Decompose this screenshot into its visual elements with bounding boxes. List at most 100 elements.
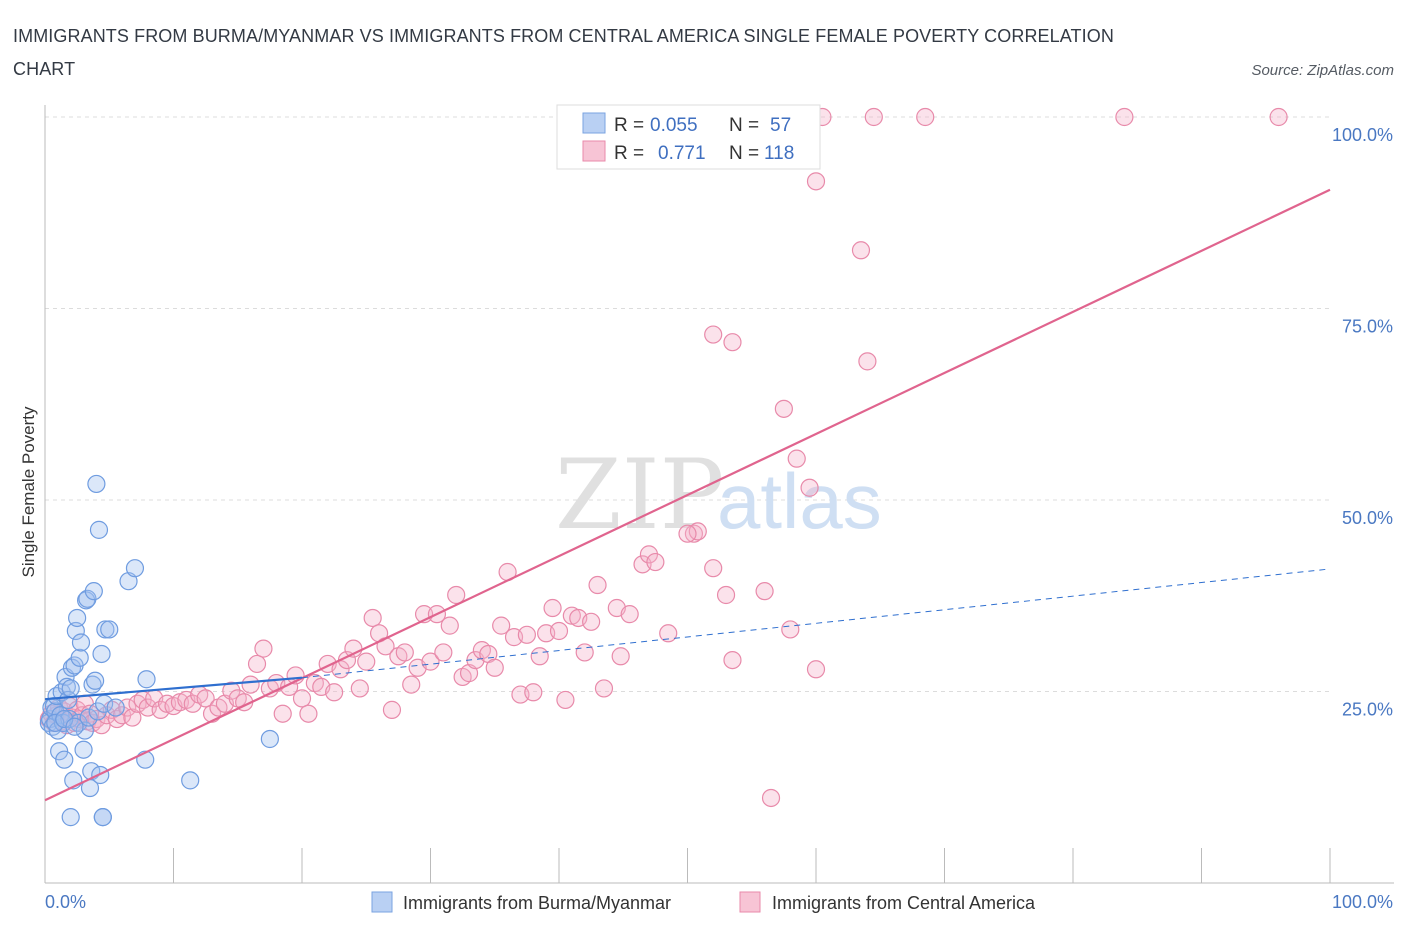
y-tick-label: 50.0% xyxy=(1342,508,1393,528)
central-america-point xyxy=(704,559,723,578)
central-america-point xyxy=(273,704,292,723)
burma-point xyxy=(55,709,74,729)
burma-point xyxy=(46,713,65,733)
legend-r-value-central: 0.771 xyxy=(658,143,706,164)
central-america-point xyxy=(292,689,312,708)
watermark-atlas: atlas xyxy=(717,457,882,545)
central-america-point xyxy=(1115,107,1134,127)
central-america-point xyxy=(761,788,781,808)
burma-point xyxy=(93,808,112,827)
central-america-point xyxy=(556,690,575,710)
central-america-point xyxy=(620,605,639,624)
central-america-point xyxy=(247,654,267,674)
central-america-point xyxy=(723,333,742,352)
legend-n-label-burma: N = xyxy=(729,115,759,136)
burma-point xyxy=(181,771,200,790)
central-america-point xyxy=(646,552,665,572)
central-america-point xyxy=(517,625,536,644)
central-america-point xyxy=(530,647,549,666)
central-america-point xyxy=(402,675,421,694)
x-tick-label: 0.0% xyxy=(45,892,86,912)
burma-point xyxy=(68,608,87,628)
legend-r-value-burma: 0.055 xyxy=(650,115,698,136)
burma-point xyxy=(70,648,89,667)
central-america-point xyxy=(864,107,883,127)
y-tick-label: 25.0% xyxy=(1342,700,1393,720)
central-america-point xyxy=(781,620,800,639)
central-america-point xyxy=(774,399,793,418)
central-america-point xyxy=(350,679,369,698)
burma-point xyxy=(79,708,98,727)
central-america-point xyxy=(800,478,819,497)
burma-point xyxy=(87,474,106,494)
x-tick-label: 100.0% xyxy=(1332,892,1393,912)
central-america-point xyxy=(588,575,607,595)
burma-point xyxy=(74,740,93,759)
central-america-point xyxy=(594,679,614,698)
burma-point xyxy=(62,658,82,677)
central-america-point xyxy=(787,449,806,468)
central-america-point xyxy=(806,172,826,191)
legend-n-value-central: 118 xyxy=(764,143,794,164)
central-america-point xyxy=(485,658,504,677)
central-america-point xyxy=(395,643,414,662)
central-america-point xyxy=(582,612,601,631)
bottom-legend-central: Immigrants from Central America xyxy=(772,893,1036,913)
burma-point xyxy=(66,621,85,641)
central-america-trend-line xyxy=(44,188,1331,802)
central-america-point xyxy=(851,241,871,260)
burma-point xyxy=(92,644,111,664)
central-america-point xyxy=(806,660,826,679)
central-america-point xyxy=(704,325,723,344)
source-label: Source: ZipAtlas.com xyxy=(1251,62,1394,79)
legend-r-label-central: R = xyxy=(614,143,644,164)
central-america-point xyxy=(254,639,273,658)
central-america-point xyxy=(916,107,935,127)
central-america-point xyxy=(611,647,630,666)
central-america-point xyxy=(723,650,742,670)
central-america-point xyxy=(299,704,318,723)
burma-point xyxy=(260,729,279,749)
legend-r-label-burma: R = xyxy=(614,115,644,136)
central-america-point xyxy=(421,652,440,671)
burma-point xyxy=(61,679,80,698)
burma-points xyxy=(39,474,279,827)
legend-n-value-burma: 57 xyxy=(770,115,791,136)
burma-point xyxy=(86,671,105,690)
trend-lines xyxy=(44,188,1331,802)
legend-swatch-burma xyxy=(582,112,606,134)
burma-trend-line xyxy=(44,676,303,701)
y-axis-title: Single Female Poverty xyxy=(19,406,38,578)
central-america-point xyxy=(440,616,459,635)
central-america-point xyxy=(357,652,376,671)
burma-point xyxy=(59,690,78,710)
central-america-point xyxy=(543,598,562,618)
burma-point xyxy=(89,520,109,539)
central-america-point xyxy=(363,608,382,628)
bottom-legend-swatch-burma xyxy=(371,891,393,913)
central-america-point xyxy=(659,624,678,643)
central-america-point xyxy=(123,708,142,727)
burma-point xyxy=(106,698,125,717)
central-america-point xyxy=(434,643,453,662)
burma-point xyxy=(137,670,156,689)
series-legend: Immigrants from Burma/Myanmar Immigrants… xyxy=(371,891,1036,913)
central-america-point xyxy=(447,585,466,605)
burma-point xyxy=(71,633,91,652)
burma-point xyxy=(61,808,80,827)
central-america-point xyxy=(575,643,594,662)
legend-swatch-central xyxy=(582,140,606,162)
central-america-point xyxy=(492,616,511,635)
axes xyxy=(44,105,1394,884)
burma-point xyxy=(96,620,115,639)
legend-n-label-central: N = xyxy=(729,143,759,164)
chart-title: IMMIGRANTS FROM BURMA/MYANMAR VS IMMIGRA… xyxy=(13,26,1114,79)
tick-labels: 25.0% 50.0% 75.0% 100.0% 0.0% 100.0% xyxy=(45,125,1393,912)
central-america-point xyxy=(858,352,877,371)
burma-point xyxy=(55,750,74,769)
y-tick-label: 100.0% xyxy=(1332,125,1393,145)
central-america-point xyxy=(678,524,697,543)
burma-point xyxy=(84,582,103,601)
bottom-legend-burma: Immigrants from Burma/Myanmar xyxy=(403,893,671,913)
